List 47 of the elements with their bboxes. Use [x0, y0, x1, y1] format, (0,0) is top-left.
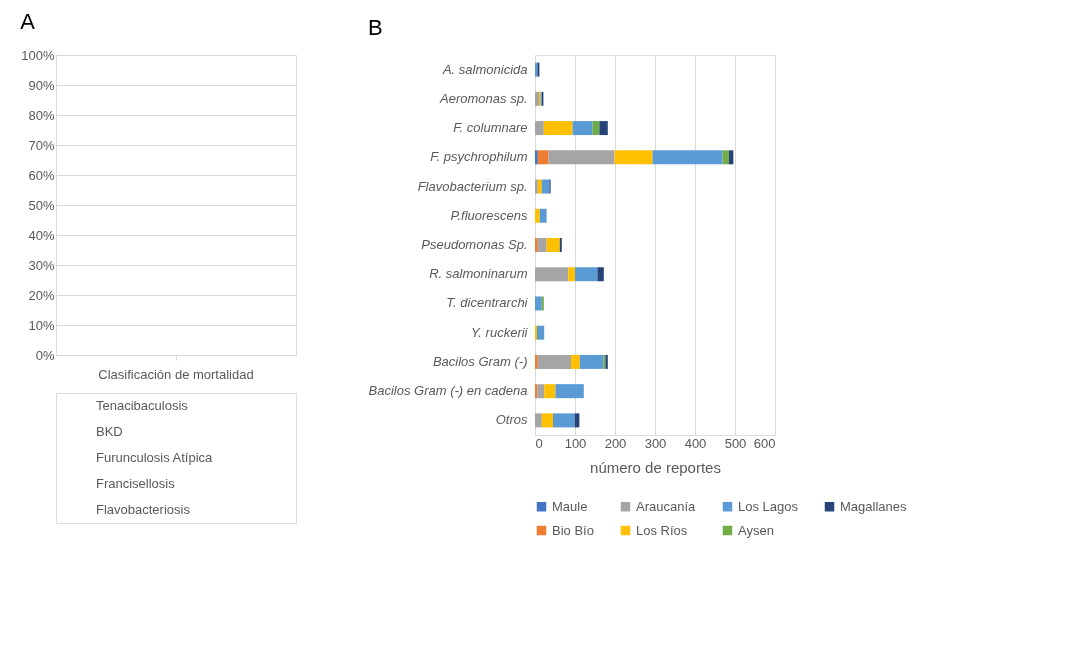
y-tick-label: Pseudomonas Sp.: [421, 237, 528, 252]
y-tick-label: T. dicentrarchi: [446, 295, 529, 311]
y-tick-label: 90%: [28, 77, 55, 93]
chart-title: A: [20, 8, 36, 34]
y-tick-label: 50%: [28, 197, 55, 213]
x-tick-label: 500: [724, 435, 747, 451]
chart-title: B: [368, 15, 383, 40]
y-tick-label: 0%: [35, 347, 55, 363]
legend-label: Los Ríos: [636, 522, 688, 538]
legend-label: Maule: [552, 498, 588, 514]
legend-label: Bio Bío: [552, 522, 594, 538]
y-tick-label: P.fluorescens: [450, 207, 528, 223]
text: Tenacibaculosis: [96, 398, 189, 413]
y-tick-label: 100%: [21, 47, 55, 63]
y-tick-label: 40%: [28, 227, 55, 243]
x-tick-label: 300: [644, 435, 667, 451]
y-tick-label: Flavobacterium sp.: [417, 178, 528, 194]
text: Francisellosis: [96, 476, 176, 491]
y-tick-label: 10%: [28, 317, 55, 333]
x-tick-label: 0: [535, 435, 543, 451]
y-tick-label: Bacilos Gram (-) en cadena: [368, 383, 528, 399]
y-tick-label: Bacilos Gram (-): [432, 353, 528, 369]
legend-label: Araucanía: [636, 498, 697, 514]
legend-label: Aysen: [738, 522, 774, 538]
y-tick-label: Aeromonas sp.: [439, 90, 528, 106]
y-tick-label: A. salmonicida: [441, 61, 528, 77]
legend-label: Los Lagos: [738, 498, 799, 514]
x-tick-label: Clasificación de mortalidad: [98, 366, 254, 382]
text: Furunculosis Atípica: [96, 450, 214, 465]
y-tick-label: F. psychrophilum: [430, 149, 528, 165]
x-tick-label: 100: [564, 435, 587, 451]
legend-label: Magallanes: [840, 498, 907, 514]
y-tick-label: 30%: [28, 257, 55, 273]
text: BKD: [96, 424, 123, 439]
y-tick-label: Otros: [495, 412, 528, 428]
x-tick-label: 400: [684, 435, 707, 451]
y-tick-label: Y. ruckerii: [470, 324, 529, 340]
x-tick-label: 200: [604, 435, 627, 451]
x-axis-title: número de reportes: [590, 458, 721, 476]
y-tick-label: 70%: [28, 137, 55, 153]
text: Flavobacteriosis: [96, 502, 191, 517]
y-tick-label: 80%: [28, 107, 55, 123]
y-tick-label: 20%: [28, 287, 55, 303]
y-tick-label: R. salmoninarum: [429, 266, 528, 282]
y-tick-label: F. columnare: [453, 120, 528, 136]
y-tick-label: 60%: [28, 167, 55, 183]
x-tick-label: 600: [753, 435, 776, 451]
